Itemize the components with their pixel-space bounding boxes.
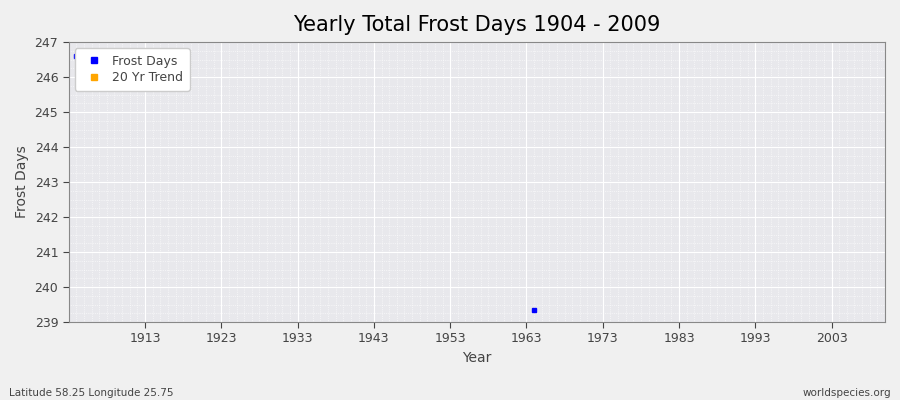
Title: Yearly Total Frost Days 1904 - 2009: Yearly Total Frost Days 1904 - 2009 [293, 15, 661, 35]
Text: worldspecies.org: worldspecies.org [803, 388, 891, 398]
Text: Latitude 58.25 Longitude 25.75: Latitude 58.25 Longitude 25.75 [9, 388, 174, 398]
Legend: Frost Days, 20 Yr Trend: Frost Days, 20 Yr Trend [75, 48, 190, 91]
Y-axis label: Frost Days: Frost Days [15, 146, 29, 218]
X-axis label: Year: Year [463, 351, 491, 365]
